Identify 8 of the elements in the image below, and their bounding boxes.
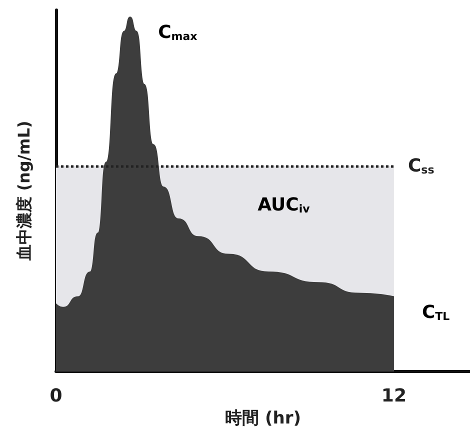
annotation: Cmax [158,22,198,44]
x-tick-label: 12 [381,386,406,407]
annotation: AUCiv [258,194,311,216]
x-axis-title: 時間 (hr) [225,408,301,428]
x-tick-label: 0 [50,386,62,407]
y-axis-title: 血中濃度 (ng/mL) [14,120,34,262]
annotation: CTL [422,302,450,323]
ref-line-label: Css [408,155,435,176]
